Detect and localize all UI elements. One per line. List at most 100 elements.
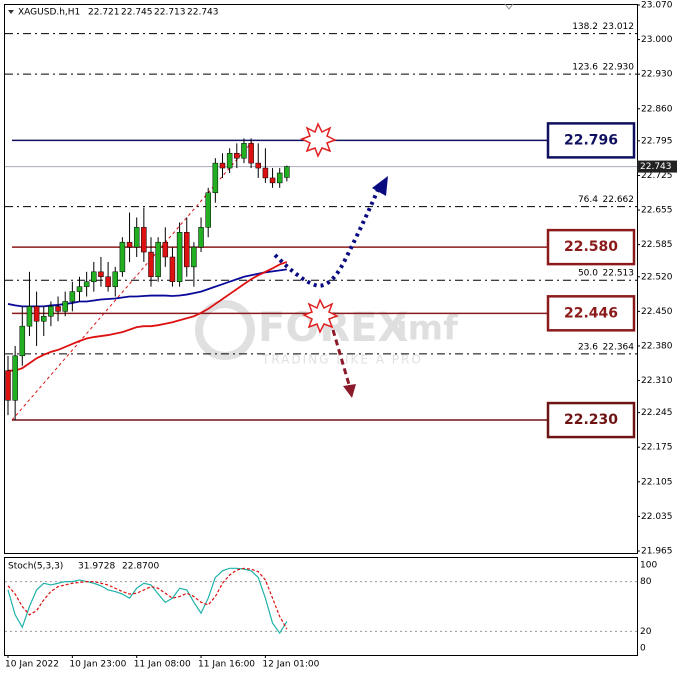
watermark: FOREX imf TRADING LIKE A PRO [195, 300, 459, 367]
candle-body [276, 172, 283, 184]
candle-body [284, 166, 290, 178]
y-tick-label: 22.795 [641, 136, 673, 146]
stoch-title: Stoch(5,3,3) [8, 562, 63, 572]
candle-body [198, 227, 204, 248]
stoch-main [7, 567, 288, 635]
watermark-logo [195, 300, 255, 360]
candle-body [5, 370, 11, 401]
level-box [546, 228, 636, 266]
candle-body [241, 143, 247, 159]
y-tick-label: 21.965 [641, 547, 673, 557]
arrow-head [343, 384, 356, 398]
scroll-marker [504, 3, 514, 10]
fib-price: 22.364 [603, 342, 635, 352]
header-value: 22.721 [88, 8, 120, 18]
candle-body [48, 306, 54, 317]
arrow-head [372, 176, 388, 196]
candle-body [226, 152, 233, 169]
candle-body [105, 276, 111, 287]
candle-body [112, 271, 118, 287]
x-tick-label: 12 Jan 01:00 [262, 660, 319, 670]
stoch-header-value: 31.9728 [78, 562, 115, 572]
candle-body [234, 152, 240, 159]
candle-body [12, 355, 18, 401]
candle-body [255, 162, 261, 169]
candle-body [169, 256, 176, 282]
header-value: 22.745 [121, 8, 153, 18]
y-tick-label: 23.070 [641, 1, 673, 11]
x-tick-label: 11 Jan 16:00 [198, 660, 255, 670]
candle-body [91, 271, 97, 282]
y-tick-label: 22.725 [641, 171, 673, 181]
y-tick-label: 22.930 [641, 70, 673, 80]
candle-body [176, 232, 183, 282]
candle-body [219, 162, 226, 169]
candle-body [248, 143, 254, 164]
stoch-tick-label: 20 [640, 627, 652, 637]
stoch-header-value: 22.8700 [122, 562, 159, 572]
stoch-signal [7, 567, 288, 630]
symbol: XAGUSD.h,H1 [18, 8, 80, 18]
candle-body [76, 286, 83, 292]
level-box [546, 295, 636, 332]
last-price-box [637, 160, 677, 173]
last-price-label: 22.743 [640, 162, 672, 172]
candle-body [83, 281, 90, 287]
fib-price: 22.930 [603, 63, 635, 73]
candle-body [212, 162, 219, 194]
level-label: 22.446 [564, 305, 618, 321]
watermark-brand-suffix: imf [396, 309, 459, 349]
y-tick-label: 22.035 [641, 512, 673, 522]
ma-line [7, 268, 287, 308]
menu-icon [8, 10, 14, 14]
watermark-brand: FOREX [258, 305, 408, 351]
x-tick-label: 10 Jan 23:00 [69, 660, 126, 670]
x-tick-label: 11 Jan 08:00 [134, 660, 191, 670]
candle-body [69, 291, 76, 302]
candle-body [141, 227, 147, 253]
y-tick-label: 22.105 [641, 477, 673, 487]
candle-body [133, 227, 140, 248]
candle-body [33, 306, 40, 322]
ma-line [8, 261, 288, 372]
level-box [546, 122, 636, 159]
stoch-tick-label: 80 [640, 577, 652, 587]
y-tick-label: 22.380 [641, 341, 673, 351]
candle-body [119, 241, 126, 273]
candle-body [98, 271, 104, 278]
x-tick-label: 10 Jan 2022 [5, 660, 59, 670]
candle-body [184, 232, 190, 268]
candle-body [26, 306, 33, 327]
candle-body [126, 241, 133, 248]
bullish-arrow [273, 184, 382, 288]
y-tick-label: 22.450 [641, 307, 673, 317]
y-tick-label: 22.655 [641, 206, 673, 216]
y-tick-label: 22.585 [641, 240, 673, 250]
fib-price: 23.012 [603, 22, 635, 32]
candle-body [262, 167, 269, 179]
fib-ratio: 123.6 [572, 63, 598, 73]
y-tick-label: 22.245 [641, 408, 673, 418]
y-tick-label: 22.860 [641, 104, 673, 114]
header-value: 22.743 [187, 8, 219, 18]
candle-body [269, 177, 276, 184]
fib-ratio: 23.6 [578, 342, 598, 352]
fib-price: 22.513 [603, 269, 635, 279]
stoch-tick-label: 0 [640, 644, 646, 654]
candle-body [62, 301, 68, 312]
y-tick-label: 22.520 [641, 272, 673, 282]
header-value: 22.713 [154, 8, 186, 18]
fib-ratio: 50.0 [578, 269, 598, 279]
candle-body [55, 306, 61, 312]
candle-body [148, 251, 154, 278]
level-label: 22.230 [564, 412, 618, 428]
level-label: 22.796 [564, 132, 618, 148]
fib-ratio: 138.2 [572, 22, 598, 32]
main-frame [4, 4, 638, 554]
fib-ratio: 76.4 [578, 195, 598, 205]
candle-body [19, 325, 26, 357]
burst [300, 122, 337, 158]
candle-body [205, 192, 211, 228]
